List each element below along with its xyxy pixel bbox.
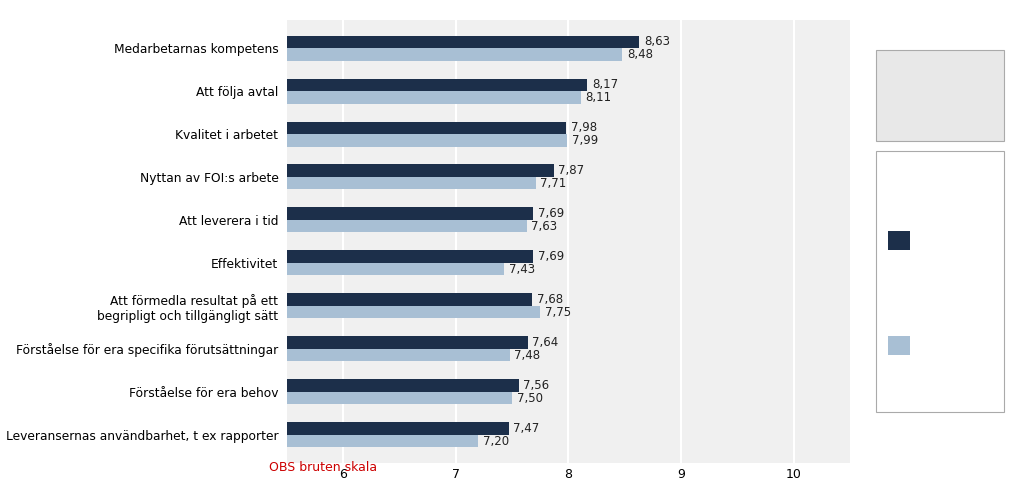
Text: 7,47: 7,47 xyxy=(513,422,540,435)
Bar xyxy=(287,207,534,220)
Bar xyxy=(287,349,510,361)
Text: 7,56: 7,56 xyxy=(523,379,550,392)
Bar xyxy=(287,392,512,404)
Bar xyxy=(287,250,534,263)
Bar xyxy=(287,293,532,306)
Text: 7,43: 7,43 xyxy=(509,263,535,276)
Text: 7,48: 7,48 xyxy=(514,349,541,362)
Text: 7,75: 7,75 xyxy=(545,306,570,319)
Text: 8,48: 8,48 xyxy=(627,48,653,61)
Bar xyxy=(287,435,478,447)
Text: 7,68: 7,68 xyxy=(537,293,563,306)
Text: 7,87: 7,87 xyxy=(558,164,585,177)
Bar xyxy=(287,220,526,232)
Bar xyxy=(287,263,504,276)
Text: 7,50: 7,50 xyxy=(516,392,543,404)
Bar xyxy=(287,48,623,60)
Text: 8,11: 8,11 xyxy=(585,91,611,104)
Text: 8,63: 8,63 xyxy=(644,35,670,48)
Text: 7,98: 7,98 xyxy=(570,121,597,134)
Text: Medel
(skala 1-10): Medel (skala 1-10) xyxy=(902,81,977,110)
Bar xyxy=(287,337,527,349)
Text: 7,69: 7,69 xyxy=(538,207,564,220)
Bar xyxy=(287,91,581,104)
Bar xyxy=(287,423,509,435)
Text: 8,17: 8,17 xyxy=(592,78,618,91)
Bar xyxy=(287,177,536,190)
Bar xyxy=(287,122,566,134)
Bar xyxy=(287,164,554,177)
Text: 7,99: 7,99 xyxy=(571,134,598,147)
Bar xyxy=(287,36,639,48)
Text: 2018: 2018 xyxy=(919,234,950,247)
Bar xyxy=(287,379,519,392)
Text: 7,71: 7,71 xyxy=(541,177,566,190)
Text: 7,64: 7,64 xyxy=(532,336,558,349)
Text: 7,63: 7,63 xyxy=(531,220,557,233)
Text: 7,20: 7,20 xyxy=(482,435,509,448)
Text: 7,69: 7,69 xyxy=(538,250,564,263)
Bar xyxy=(287,78,588,91)
Text: OBS bruten skala: OBS bruten skala xyxy=(268,461,377,474)
Bar xyxy=(287,306,541,318)
Bar xyxy=(287,134,567,146)
Text: 2015: 2015 xyxy=(919,339,950,352)
